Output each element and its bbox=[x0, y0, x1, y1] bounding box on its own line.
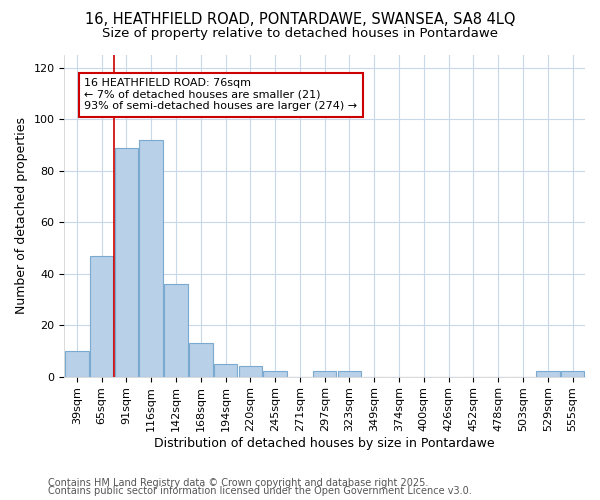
Bar bbox=[115, 148, 138, 376]
X-axis label: Distribution of detached houses by size in Pontardawe: Distribution of detached houses by size … bbox=[154, 437, 495, 450]
Bar bbox=[561, 372, 584, 376]
Text: Size of property relative to detached houses in Pontardawe: Size of property relative to detached ho… bbox=[102, 28, 498, 40]
Bar bbox=[164, 284, 188, 376]
Bar bbox=[338, 372, 361, 376]
Text: 16, HEATHFIELD ROAD, PONTARDAWE, SWANSEA, SA8 4LQ: 16, HEATHFIELD ROAD, PONTARDAWE, SWANSEA… bbox=[85, 12, 515, 28]
Bar bbox=[90, 256, 113, 376]
Bar bbox=[263, 372, 287, 376]
Bar bbox=[65, 351, 89, 376]
Bar bbox=[189, 343, 212, 376]
Text: 16 HEATHFIELD ROAD: 76sqm
← 7% of detached houses are smaller (21)
93% of semi-d: 16 HEATHFIELD ROAD: 76sqm ← 7% of detach… bbox=[84, 78, 358, 112]
Bar bbox=[139, 140, 163, 376]
Text: Contains public sector information licensed under the Open Government Licence v3: Contains public sector information licen… bbox=[48, 486, 472, 496]
Bar bbox=[214, 364, 238, 376]
Text: Contains HM Land Registry data © Crown copyright and database right 2025.: Contains HM Land Registry data © Crown c… bbox=[48, 478, 428, 488]
Bar bbox=[536, 372, 560, 376]
Bar bbox=[313, 372, 337, 376]
Y-axis label: Number of detached properties: Number of detached properties bbox=[15, 118, 28, 314]
Bar bbox=[239, 366, 262, 376]
